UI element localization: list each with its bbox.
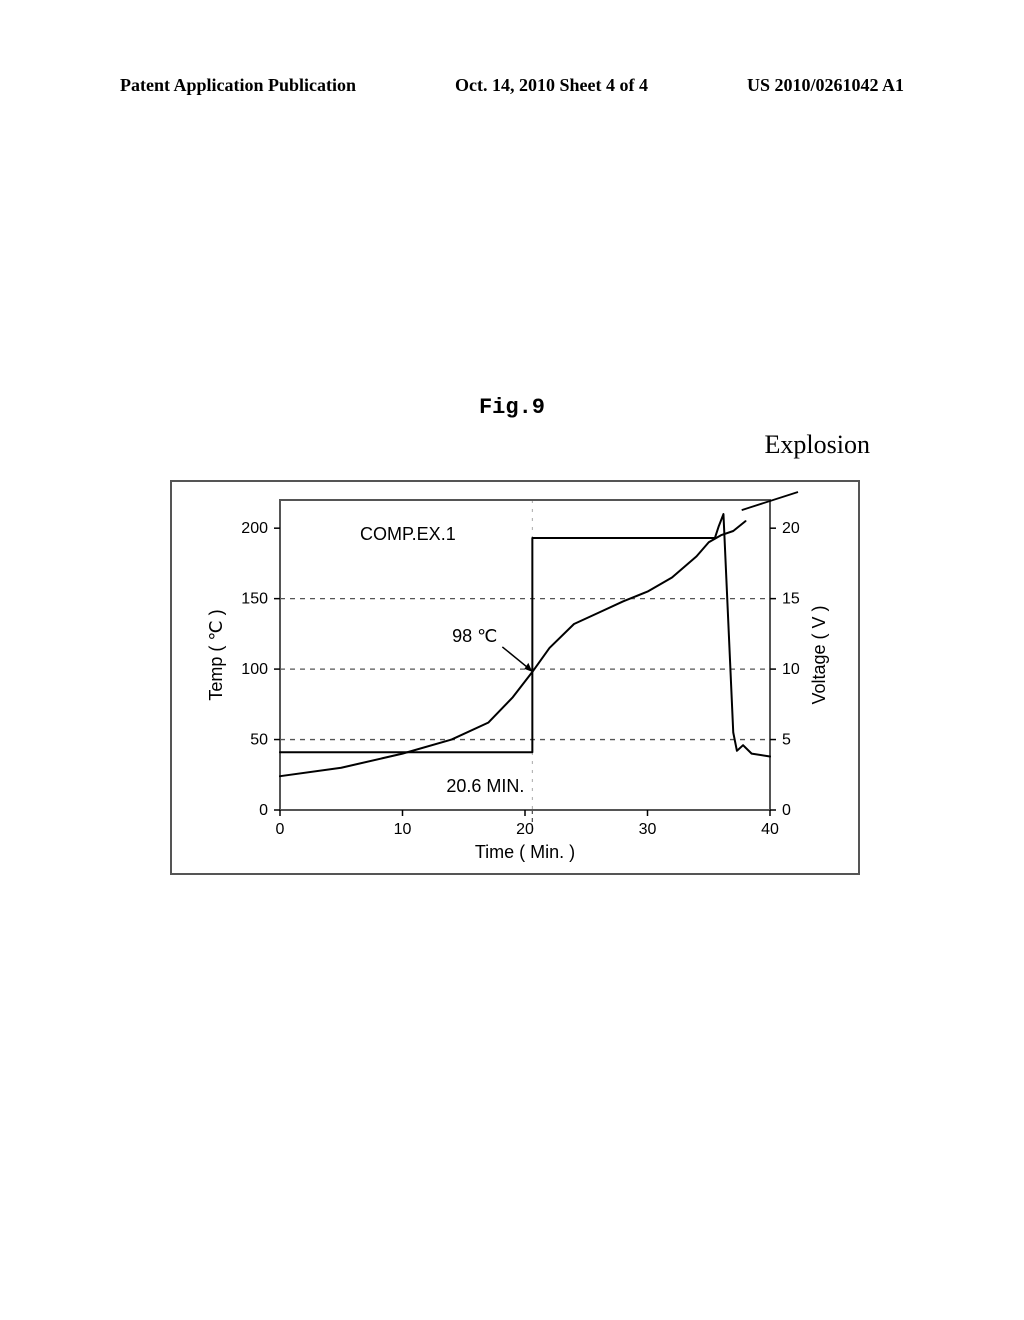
y-left-tick-label: 150	[241, 591, 268, 608]
time-marker-label: 20.6 MIN.	[446, 776, 524, 796]
y-left-tick-label: 50	[250, 732, 268, 749]
temp-annotation-label: 98 ℃	[452, 626, 497, 646]
voltage-series	[280, 514, 770, 756]
header-center: Oct. 14, 2010 Sheet 4 of 4	[455, 75, 648, 96]
temperature-series	[280, 521, 746, 776]
x-tick-label: 0	[276, 821, 285, 838]
temp-annotation-arrowhead	[524, 663, 532, 672]
y-right-axis-label: Voltage ( V )	[809, 605, 829, 704]
y-left-tick-label: 0	[259, 802, 268, 819]
y-right-tick-label: 15	[782, 591, 800, 608]
x-axis-label: Time ( Min. )	[475, 842, 575, 862]
page: Patent Application Publication Oct. 14, …	[0, 0, 1024, 1320]
x-tick-label: 10	[394, 821, 412, 838]
y-right-tick-label: 10	[782, 661, 800, 678]
y-right-tick-label: 20	[782, 520, 800, 537]
header-right: US 2010/0261042 A1	[747, 75, 904, 96]
chart-inner-title: COMP.EX.1	[360, 524, 456, 544]
x-tick-label: 40	[761, 821, 779, 838]
chart-container: Explosion 010203040Time ( Min. )05010015…	[170, 445, 860, 880]
figure-label: Fig.9	[0, 395, 1024, 420]
explosion-label: Explosion	[765, 430, 870, 460]
y-left-tick-label: 200	[241, 520, 268, 537]
chart-svg-wrap: 010203040Time ( Min. )050100150200Temp (…	[170, 480, 860, 875]
page-header: Patent Application Publication Oct. 14, …	[0, 75, 1024, 96]
x-tick-label: 20	[516, 821, 534, 838]
y-left-axis-label: Temp ( ℃ )	[206, 609, 226, 700]
chart-svg: 010203040Time ( Min. )050100150200Temp (…	[170, 480, 860, 875]
y-right-tick-label: 5	[782, 732, 791, 749]
y-right-tick-label: 0	[782, 802, 791, 819]
x-tick-label: 30	[639, 821, 657, 838]
y-left-tick-label: 100	[241, 661, 268, 678]
plot-area	[280, 500, 770, 810]
header-left: Patent Application Publication	[120, 75, 356, 96]
temp-annotation-arrow	[502, 647, 529, 669]
